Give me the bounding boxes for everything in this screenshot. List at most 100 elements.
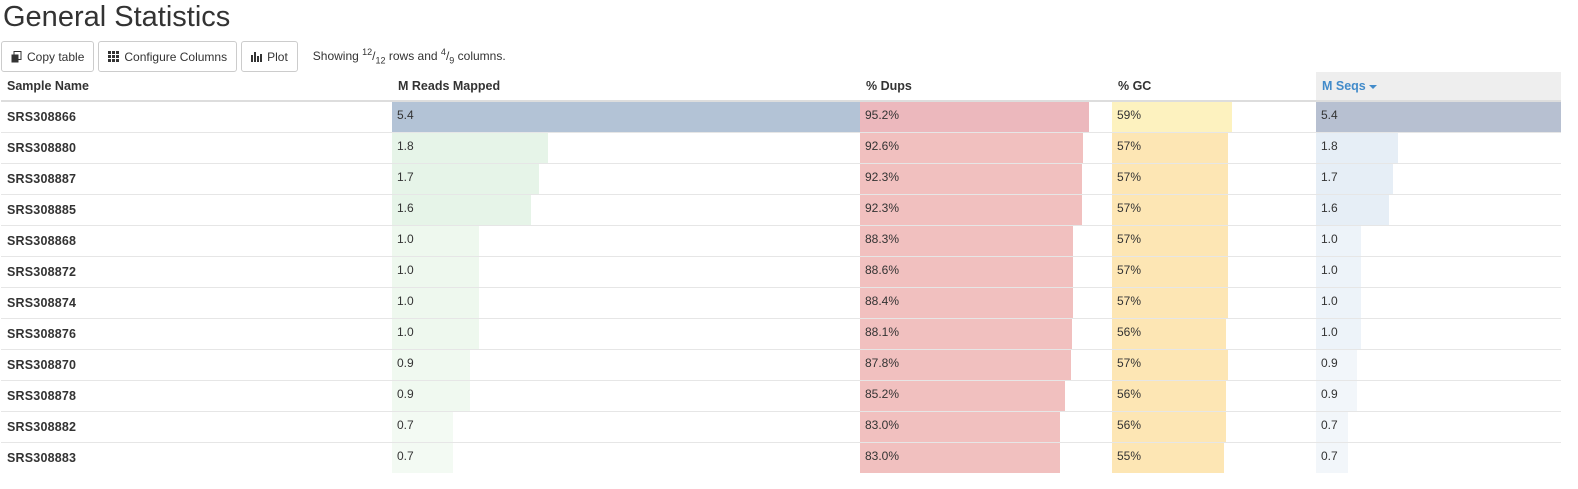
copy-table-button[interactable]: Copy table xyxy=(1,41,95,72)
seqs-bar xyxy=(1316,319,1362,349)
seqs-cell: 1.0 xyxy=(1316,287,1561,319)
seqs-value: 0.9 xyxy=(1321,386,1338,401)
seqs-bar xyxy=(1316,226,1362,256)
gc-cell: 57% xyxy=(1112,132,1316,164)
seqs-bar xyxy=(1316,102,1561,132)
gc-cell: 57% xyxy=(1112,194,1316,226)
general-stats-table: Sample Name M Reads Mapped % Dups % GC M… xyxy=(1,72,1561,473)
mapped-value: 1.7 xyxy=(397,169,414,184)
mapped-cell: 1.0 xyxy=(392,256,860,288)
gc-value: 57% xyxy=(1117,262,1142,277)
rows-shown: 12 xyxy=(362,47,373,58)
rows-total: 12 xyxy=(375,55,386,66)
gc-bar xyxy=(1112,381,1227,411)
seqs-value: 0.7 xyxy=(1321,448,1338,463)
column-header-sample-name[interactable]: Sample Name xyxy=(1,72,392,102)
mapped-value: 1.0 xyxy=(397,293,414,308)
dups-cell: 95.2% xyxy=(860,100,1112,133)
column-header-gc[interactable]: % GC xyxy=(1112,72,1316,102)
table-row: SRS308876 1.0 88.1% 56% 1.0 xyxy=(1,318,1561,350)
dups-bar xyxy=(860,319,1073,349)
bar-chart-icon xyxy=(251,51,263,62)
gc-bar xyxy=(1112,288,1229,318)
mapped-bar xyxy=(392,381,470,411)
sample-name-cell: SRS308885 xyxy=(1,194,392,226)
dups-cell: 88.1% xyxy=(860,318,1112,350)
dups-cell: 92.6% xyxy=(860,132,1112,164)
gc-value: 57% xyxy=(1117,231,1142,246)
dups-value: 88.1% xyxy=(865,324,900,339)
gc-cell: 55% xyxy=(1112,442,1316,473)
gc-bar xyxy=(1112,195,1229,225)
mapped-cell: 0.9 xyxy=(392,349,860,381)
dups-value: 92.6% xyxy=(865,138,900,153)
mapped-cell: 1.7 xyxy=(392,163,860,195)
column-header-m-seqs[interactable]: M Seqs xyxy=(1316,72,1561,102)
grid-icon xyxy=(108,51,120,62)
gc-cell: 56% xyxy=(1112,380,1316,412)
table-row: SRS308882 0.7 83.0% 56% 0.7 xyxy=(1,411,1561,443)
configure-columns-button[interactable]: Configure Columns xyxy=(98,41,238,72)
dups-cell: 85.2% xyxy=(860,380,1112,412)
dups-value: 88.6% xyxy=(865,262,900,277)
dups-cell: 83.0% xyxy=(860,411,1112,443)
seqs-bar xyxy=(1316,195,1389,225)
seqs-bar xyxy=(1316,412,1348,442)
mapped-cell: 1.0 xyxy=(392,225,860,257)
mapped-value: 0.9 xyxy=(397,355,414,370)
dups-bar xyxy=(860,226,1073,256)
mapped-value: 0.9 xyxy=(397,386,414,401)
table-row: SRS308883 0.7 83.0% 55% 0.7 xyxy=(1,442,1561,473)
seqs-value: 1.0 xyxy=(1321,293,1338,308)
mapped-bar xyxy=(392,257,479,287)
sample-name-cell: SRS308880 xyxy=(1,132,392,164)
mapped-cell: 1.0 xyxy=(392,287,860,319)
sample-name-cell: SRS308882 xyxy=(1,411,392,443)
mapped-value: 1.0 xyxy=(397,231,414,246)
gc-bar xyxy=(1112,319,1227,349)
seqs-cell: 0.7 xyxy=(1316,442,1561,473)
seqs-cell: 5.4 xyxy=(1316,100,1561,133)
seqs-cell: 0.9 xyxy=(1316,349,1561,381)
dups-value: 85.2% xyxy=(865,386,900,401)
dups-bar xyxy=(860,133,1083,163)
seqs-cell: 1.7 xyxy=(1316,163,1561,195)
gc-cell: 59% xyxy=(1112,100,1316,133)
gc-value: 57% xyxy=(1117,293,1142,308)
seqs-value: 0.7 xyxy=(1321,417,1338,432)
configure-columns-label: Configure Columns xyxy=(124,49,228,64)
mapped-cell: 0.7 xyxy=(392,411,860,443)
dups-cell: 92.3% xyxy=(860,163,1112,195)
table-row: SRS308878 0.9 85.2% 56% 0.9 xyxy=(1,380,1561,412)
dups-value: 87.8% xyxy=(865,355,900,370)
seqs-bar xyxy=(1316,164,1394,194)
dups-bar xyxy=(860,257,1074,287)
plot-button[interactable]: Plot xyxy=(241,41,298,72)
gc-value: 57% xyxy=(1117,200,1142,215)
table-row: SRS308866 5.4 95.2% 59% 5.4 xyxy=(1,100,1561,133)
gc-cell: 57% xyxy=(1112,349,1316,381)
table-row: SRS308872 1.0 88.6% 57% 1.0 xyxy=(1,256,1561,288)
seqs-value: 1.0 xyxy=(1321,262,1338,277)
mapped-bar xyxy=(392,133,548,163)
table-row: SRS308885 1.6 92.3% 57% 1.6 xyxy=(1,194,1561,226)
dups-bar xyxy=(860,164,1083,194)
mapped-value: 5.4 xyxy=(397,107,414,122)
gc-cell: 57% xyxy=(1112,287,1316,319)
dups-value: 88.3% xyxy=(865,231,900,246)
table-body: SRS308866 5.4 95.2% 59% 5.4 SRS308880 1.8 92.6%… xyxy=(1,100,1561,473)
column-header-dups[interactable]: % Dups xyxy=(860,72,1112,102)
mapped-value: 1.8 xyxy=(397,138,414,153)
sample-name-cell: SRS308868 xyxy=(1,225,392,257)
column-header-m-reads-mapped[interactable]: M Reads Mapped xyxy=(392,72,860,102)
seqs-cell: 1.0 xyxy=(1316,256,1561,288)
seqs-cell: 0.7 xyxy=(1316,411,1561,443)
seqs-value: 1.7 xyxy=(1321,169,1338,184)
mapped-bar xyxy=(392,350,470,380)
gc-value: 59% xyxy=(1117,107,1142,122)
mapped-value: 0.7 xyxy=(397,448,414,463)
mapped-cell: 1.6 xyxy=(392,194,860,226)
gc-bar xyxy=(1112,133,1229,163)
dups-cell: 88.4% xyxy=(860,287,1112,319)
mapped-bar xyxy=(392,195,531,225)
